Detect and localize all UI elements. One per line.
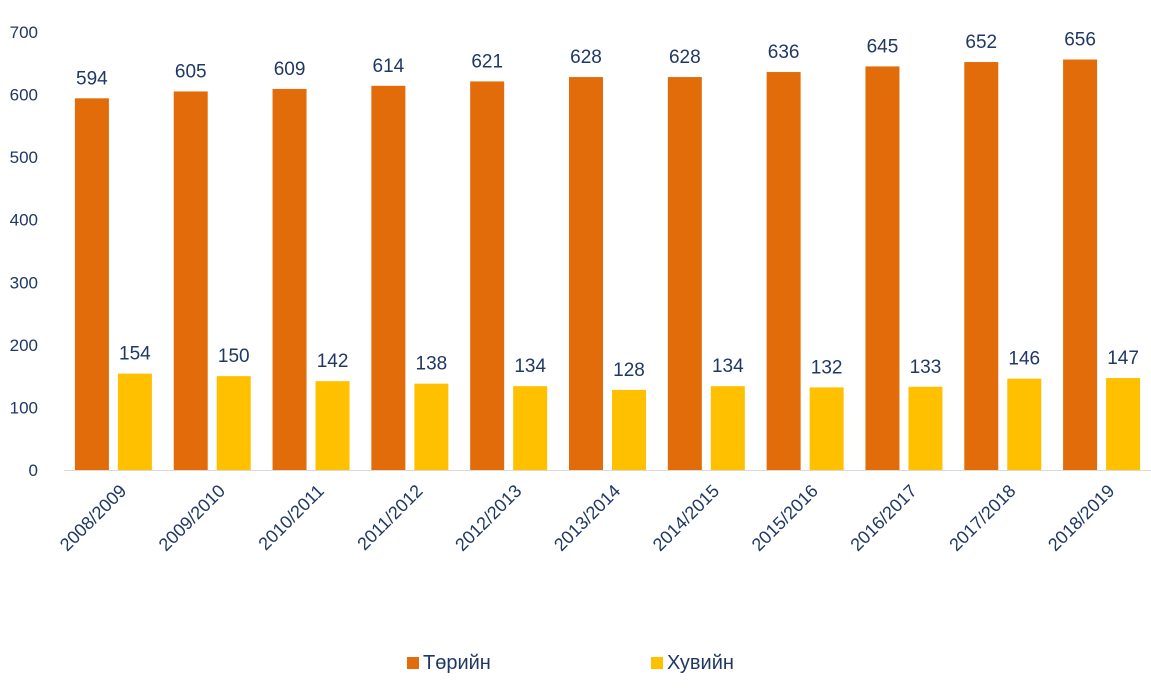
x-tick-label: 2010/2011 — [255, 481, 328, 554]
data-label: 628 — [669, 47, 701, 68]
x-tick-label: 2012/2013 — [451, 481, 525, 555]
data-labels: 594 154 605 150 609 142 614 138 621 134 628 128 628 1… — [76, 30, 1139, 381]
y-tick-label: 600 — [10, 86, 38, 105]
y-tick-label: 200 — [10, 336, 38, 355]
data-label: 609 — [274, 59, 306, 80]
bar-state — [272, 88, 307, 470]
data-label: 150 — [218, 346, 250, 367]
data-label: 134 — [514, 356, 546, 377]
data-label: 147 — [1107, 348, 1139, 369]
y-tick-label: 0 — [29, 461, 38, 480]
data-label: 636 — [768, 42, 800, 63]
data-label: 146 — [1008, 349, 1040, 370]
data-label: 142 — [317, 351, 349, 372]
x-tick-label: 2011/2012 — [353, 481, 426, 554]
bar-state — [74, 98, 109, 470]
data-label: 628 — [570, 47, 602, 68]
legend-swatch — [407, 657, 419, 669]
x-axis: 2008/2009 2009/2010 2010/2011 2011/2012 2012… — [56, 470, 1151, 555]
x-tick-label: 2009/2010 — [155, 481, 229, 555]
data-label: 621 — [471, 51, 503, 72]
legend-swatch — [651, 657, 663, 669]
y-tick-label: 500 — [10, 148, 38, 167]
x-tick-label: 2018/2019 — [1044, 481, 1118, 555]
legend-label: Хувийн — [667, 652, 734, 674]
data-label: 134 — [712, 356, 744, 377]
data-label: 614 — [373, 56, 405, 77]
data-label: 133 — [910, 357, 942, 378]
y-tick-label: 400 — [10, 211, 38, 230]
bar-state — [173, 91, 208, 470]
bar-state — [569, 77, 603, 471]
bar-state — [371, 85, 406, 470]
bar-private — [315, 381, 350, 470]
bar-state — [667, 77, 702, 471]
data-label: 594 — [76, 68, 108, 89]
bars — [74, 59, 1141, 471]
y-tick-label: 700 — [10, 23, 38, 42]
bar-private — [117, 373, 152, 470]
x-tick-label: 2016/2017 — [846, 481, 920, 555]
data-label: 605 — [175, 61, 207, 82]
bar-private — [216, 376, 251, 470]
bar-state — [964, 62, 999, 470]
bar-state — [766, 72, 801, 470]
legend: Төрийн Хувийн — [407, 652, 734, 674]
bar-private — [908, 386, 943, 470]
y-tick-label: 300 — [10, 273, 38, 292]
bar-private — [414, 383, 449, 470]
bar-private — [710, 386, 745, 470]
legend-label: Төрийн — [423, 652, 491, 674]
data-label: 656 — [1064, 30, 1096, 51]
x-tick-label: 2013/2014 — [550, 481, 624, 555]
data-label: 652 — [965, 32, 997, 53]
data-label: 138 — [416, 354, 448, 375]
bar-state — [1063, 59, 1098, 470]
bar-private — [1106, 378, 1141, 470]
x-tick-label: 2015/2016 — [748, 481, 822, 555]
x-tick-label: 2017/2018 — [945, 481, 1019, 555]
y-axis: 0 100 200 300 400 500 600 700 — [10, 23, 38, 480]
bar-state — [865, 66, 900, 471]
data-label: 128 — [613, 360, 645, 381]
x-tick-label: 2014/2015 — [649, 481, 723, 555]
bar-private — [612, 389, 646, 470]
bar-state — [470, 81, 505, 470]
data-label: 132 — [811, 357, 843, 378]
bar-private — [1007, 378, 1042, 470]
bar-private — [809, 387, 844, 470]
data-label: 154 — [119, 344, 151, 365]
x-tick-label: 2008/2009 — [56, 481, 130, 555]
data-label: 645 — [867, 36, 899, 57]
bar-private — [513, 386, 548, 470]
y-tick-label: 100 — [10, 398, 38, 417]
